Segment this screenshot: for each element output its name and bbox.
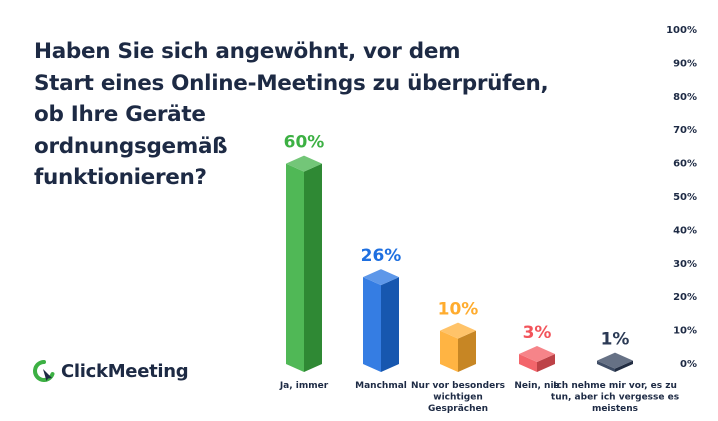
x-axis: Ja, immer Manchmal Nur vor besonders wichti… bbox=[279, 381, 679, 414]
y-tick-label: 60% bbox=[673, 159, 697, 170]
bar-top-face bbox=[363, 269, 399, 286]
bar-top-face bbox=[597, 352, 633, 369]
data-label: 60% bbox=[284, 133, 325, 153]
brand-name: ClickMeeting bbox=[61, 360, 189, 382]
bar-left-face bbox=[519, 353, 537, 372]
bar-right-face bbox=[615, 360, 633, 372]
bar-right-face bbox=[304, 163, 322, 372]
bar: 1% bbox=[597, 330, 633, 372]
data-label: 1% bbox=[601, 330, 630, 350]
data-label: 10% bbox=[438, 300, 479, 320]
category-label: Nein, nie bbox=[514, 381, 559, 391]
y-tick-label: 80% bbox=[673, 92, 697, 103]
y-tick-label: 70% bbox=[673, 125, 697, 136]
bar-top-face bbox=[286, 155, 322, 172]
data-label: 26% bbox=[361, 246, 402, 266]
y-tick-label: 0% bbox=[680, 359, 697, 370]
bar: 10% bbox=[438, 300, 479, 372]
bar-left-face bbox=[286, 163, 304, 372]
category-label: Nur vor besonders wichtigen Gesprächen bbox=[411, 381, 505, 414]
bar-left-face bbox=[440, 330, 458, 372]
bar-right-face bbox=[381, 277, 399, 372]
bar-right-face bbox=[458, 330, 476, 372]
y-tick-label: 10% bbox=[673, 326, 697, 337]
category-label: Manchmal bbox=[355, 381, 407, 391]
category-label: Ich nehme mir vor, es zu tun, aber ich ve… bbox=[551, 381, 679, 414]
bars: 60% 26% 10% 3% 1% bbox=[284, 133, 633, 372]
bar: 3% bbox=[519, 323, 555, 372]
y-tick-label: 100% bbox=[666, 25, 697, 36]
y-tick-label: 40% bbox=[673, 225, 697, 236]
page-title: Haben Sie sich angewöhnt, vor dem Start … bbox=[34, 39, 549, 190]
category-label: Ja, immer bbox=[279, 381, 329, 391]
bar-left-face bbox=[597, 360, 615, 372]
y-tick-label: 30% bbox=[673, 259, 697, 270]
y-tick-label: 50% bbox=[673, 192, 697, 203]
bar: 26% bbox=[361, 246, 402, 372]
bar-right-face bbox=[537, 353, 555, 372]
bar-left-face bbox=[363, 277, 381, 372]
bar-top-face bbox=[519, 345, 555, 362]
bar-top-face bbox=[440, 322, 476, 339]
y-tick-label: 20% bbox=[673, 292, 697, 303]
clickmeeting-logo-icon bbox=[33, 360, 55, 382]
data-label: 3% bbox=[523, 323, 552, 343]
y-axis: 0% 10% 20% 30% 40% 50% 60% 70% 80% 90% 100% bbox=[666, 25, 697, 370]
bar: 60% bbox=[284, 133, 325, 372]
brand-logo: ClickMeeting bbox=[33, 360, 189, 382]
y-tick-label: 90% bbox=[673, 58, 697, 69]
